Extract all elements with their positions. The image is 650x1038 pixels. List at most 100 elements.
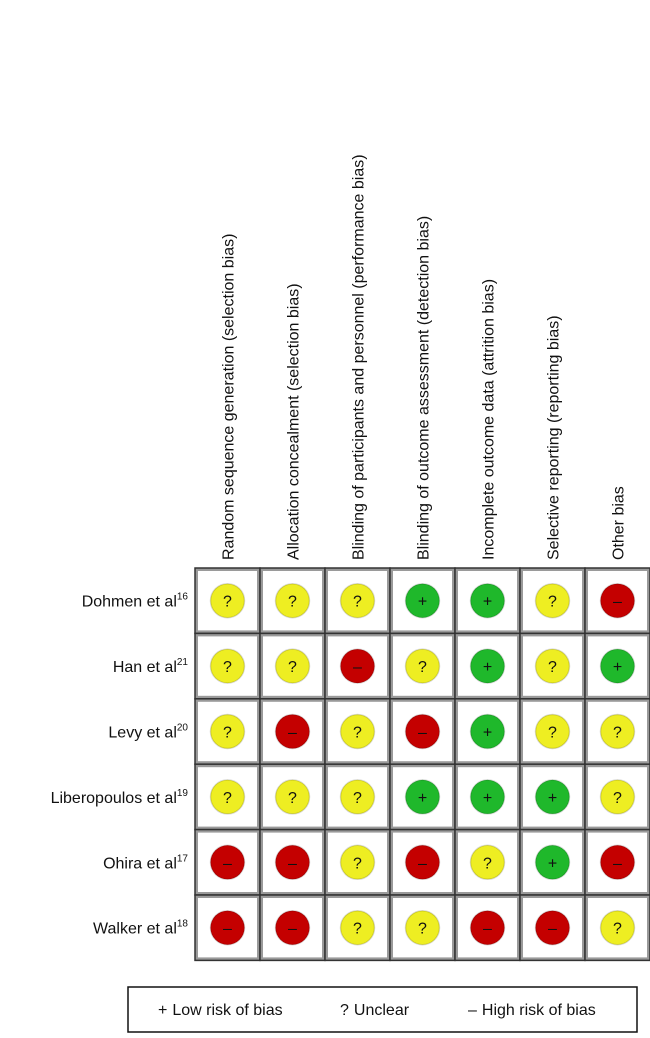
- study-ref: 20: [177, 723, 189, 734]
- study-name: Dohmen et al: [82, 594, 177, 611]
- judgement-symbol: ?: [548, 659, 557, 676]
- judgement-dot: [469, 779, 506, 815]
- judgement-dot: [209, 909, 246, 946]
- judgement-dot: [209, 582, 246, 619]
- judgement-dot: [339, 713, 376, 750]
- judgement-dot: [404, 582, 441, 619]
- legend-label: Unclear: [354, 1002, 410, 1019]
- judgement-symbol: ?: [353, 594, 362, 611]
- judgement-symbol: ?: [418, 921, 427, 938]
- judgement-dot: [469, 713, 506, 750]
- legend-item: + Low risk of bias: [158, 1002, 283, 1019]
- legend-label: Low risk of bias: [172, 1002, 282, 1019]
- judgement-symbol: ?: [223, 790, 232, 807]
- judgement-dot: [469, 582, 506, 619]
- judgement-symbol: ?: [353, 725, 362, 742]
- judgement-symbol: +: [483, 659, 492, 676]
- study-ref: 19: [177, 788, 189, 799]
- judgement-dot: [274, 779, 311, 815]
- judgement-symbol: ?: [418, 659, 427, 676]
- judgement-symbol: +: [483, 790, 492, 807]
- judgement-symbol: ?: [613, 790, 622, 807]
- judgement-symbol: –: [223, 855, 232, 872]
- study-name: Ohira et al: [103, 855, 177, 872]
- judgement-symbol: –: [483, 921, 492, 938]
- judgement-symbol: –: [613, 594, 622, 611]
- judgement-dot: [209, 779, 246, 815]
- judgement-dot: [469, 844, 506, 881]
- judgement-symbol: –: [613, 855, 622, 872]
- study-label: Han et al21: [113, 657, 189, 676]
- study-name: Walker et al: [93, 921, 177, 938]
- judgement-symbol: +: [548, 790, 557, 807]
- study-ref: 16: [177, 592, 189, 603]
- judgement-dot: [534, 909, 571, 946]
- judgement-dot: [274, 582, 311, 619]
- judgement-symbol: ?: [613, 921, 622, 938]
- judgement-dot: [599, 648, 636, 684]
- judgement-symbol: –: [223, 921, 232, 938]
- legend-symbol: –: [468, 1002, 477, 1019]
- judgement-dot: [404, 779, 441, 815]
- judgement-symbol: ?: [288, 659, 297, 676]
- judgement-symbol: +: [483, 725, 492, 742]
- column-header: Random sequence generation (selection bi…: [221, 234, 238, 560]
- judgement-dot: [274, 648, 311, 684]
- judgement-dot: [469, 648, 506, 684]
- judgement-dot: [209, 648, 246, 684]
- column-header: Blinding of outcome assessment (detectio…: [416, 216, 433, 560]
- judgement-symbol: ?: [483, 855, 492, 872]
- judgement-symbol: –: [288, 855, 297, 872]
- judgement-symbol: ?: [613, 725, 622, 742]
- judgement-dot: [404, 648, 441, 684]
- column-header: Other bias: [611, 486, 628, 560]
- judgement-dot: [404, 713, 441, 750]
- judgement-symbol: +: [418, 790, 427, 807]
- judgement-dot: [339, 779, 376, 815]
- judgement-symbol: –: [548, 921, 557, 938]
- judgement-symbol: –: [288, 921, 297, 938]
- judgement-symbol: ?: [288, 594, 297, 611]
- legend-label: High risk of bias: [482, 1002, 596, 1019]
- judgement-dot: [469, 909, 506, 946]
- judgement-symbol: –: [418, 855, 427, 872]
- judgement-dot: [274, 713, 311, 750]
- judgement-symbol: ?: [353, 855, 362, 872]
- judgement-symbol: ?: [288, 790, 297, 807]
- legend-symbol: +: [158, 1002, 167, 1019]
- judgement-dot: [534, 582, 571, 619]
- study-label: Ohira et al17: [103, 853, 188, 872]
- judgement-dot: [404, 909, 441, 946]
- judgement-symbol: ?: [548, 594, 557, 611]
- column-header: Blinding of participants and personnel (…: [351, 154, 368, 560]
- study-label: Dohmen et al16: [82, 592, 189, 611]
- judgement-symbol: +: [483, 594, 492, 611]
- judgement-dot: [404, 844, 441, 881]
- judgement-dot: [534, 779, 571, 815]
- column-header: Selective reporting (reporting bias): [546, 315, 563, 560]
- judgement-dot: [599, 779, 636, 815]
- study-ref: 18: [177, 919, 189, 930]
- judgement-symbol: –: [353, 659, 362, 676]
- study-name: Liberopoulos et al: [51, 790, 177, 807]
- judgement-symbol: ?: [353, 790, 362, 807]
- judgement-dot: [274, 844, 311, 881]
- legend-box: [127, 986, 638, 1033]
- study-label: Levy et al20: [108, 723, 188, 742]
- column-header: Allocation concealment (selection bias): [286, 283, 303, 560]
- study-ref: 21: [177, 657, 189, 668]
- judgement-symbol: ?: [548, 725, 557, 742]
- judgement-symbol: +: [613, 659, 622, 676]
- judgement-dot: [339, 909, 376, 946]
- judgement-symbol: ?: [223, 594, 232, 611]
- judgement-dot: [339, 582, 376, 619]
- judgement-dot: [339, 648, 376, 684]
- judgement-dot: [339, 844, 376, 881]
- judgement-symbol: –: [418, 725, 427, 742]
- judgement-dot: [534, 713, 571, 750]
- judgement-dot: [599, 582, 636, 619]
- judgement-dot: [534, 844, 571, 881]
- judgement-symbol: +: [548, 855, 557, 872]
- judgement-symbol: –: [288, 725, 297, 742]
